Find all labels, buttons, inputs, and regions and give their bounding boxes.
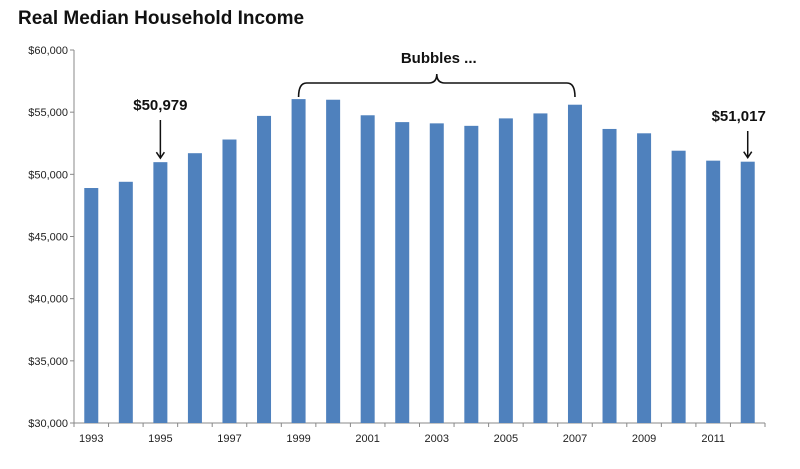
bar-2011	[706, 160, 721, 423]
x-tick-label: 2009	[632, 433, 656, 445]
bar-2001	[360, 115, 375, 424]
bar-1997	[222, 139, 237, 423]
y-tick-group: $30,000 $35,000 $40,000 $45,000 $50,000 $55,0…	[28, 45, 74, 430]
bar-2012	[740, 161, 755, 423]
x-tick-label: 1995	[148, 433, 172, 445]
arrow-down-icon	[743, 131, 753, 160]
bar-1993	[84, 188, 99, 423]
bar-group	[84, 99, 755, 424]
bar-1998	[257, 115, 272, 423]
x-tick-label: 1997	[217, 433, 241, 445]
bar-2008	[602, 128, 617, 423]
annotation-2012-value: $51,017	[712, 108, 766, 125]
y-tick-label: $45,000	[28, 232, 68, 244]
annotation-group: Bubbles ... $50,979 $51,017	[133, 50, 766, 160]
x-tick-group: 1993 1995 1997 1999 2001 2003 2005 2007 2009 2011	[73, 423, 766, 445]
x-tick-label: 1999	[286, 433, 310, 445]
annotation-1995-value: $50,979	[133, 97, 187, 114]
bar-1999	[291, 99, 306, 423]
bar-2003	[429, 123, 444, 424]
arrow-down-icon	[155, 120, 165, 160]
bar-2007	[567, 104, 582, 423]
x-tick-label: 2003	[425, 433, 449, 445]
bar-2002	[395, 122, 410, 423]
bar-1994	[118, 181, 133, 423]
y-tick-label: $30,000	[28, 418, 68, 430]
x-tick-label: 2007	[563, 433, 587, 445]
bar-1996	[187, 153, 202, 424]
chart-title: Real Median Household Income	[18, 8, 305, 29]
bubbles-label: Bubbles ...	[401, 50, 477, 67]
bar-2005	[498, 118, 513, 423]
bar-1995	[153, 162, 168, 423]
y-tick-label: $50,000	[28, 169, 68, 181]
x-tick-label: 2001	[355, 433, 379, 445]
bubbles-brace	[297, 73, 576, 98]
y-tick-label: $35,000	[28, 356, 68, 368]
x-tick-label: 2005	[494, 433, 518, 445]
bar-2010	[671, 150, 686, 423]
x-tick-label: 1993	[79, 433, 103, 445]
bar-2009	[637, 133, 652, 423]
bar-2000	[326, 99, 341, 423]
y-tick-label: $55,000	[28, 107, 68, 119]
x-tick-label: 2011	[701, 433, 725, 445]
bar-2006	[533, 113, 548, 423]
bar-2004	[464, 125, 479, 424]
y-tick-label: $60,000	[28, 45, 68, 57]
y-tick-label: $40,000	[28, 294, 68, 306]
